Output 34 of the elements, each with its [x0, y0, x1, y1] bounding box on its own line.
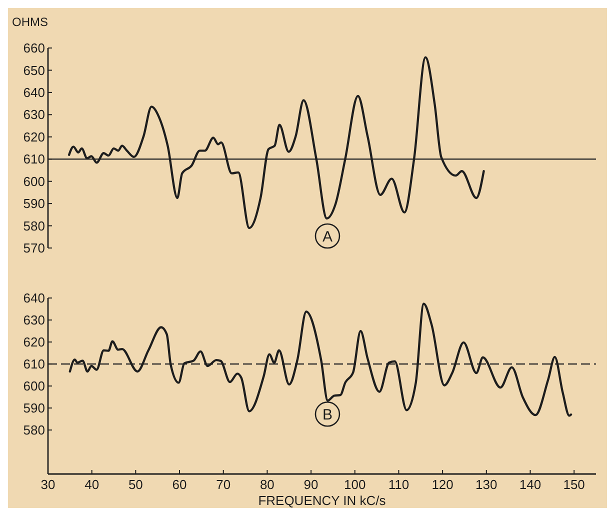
x-tick-label: 60	[172, 477, 187, 492]
annotation: A	[322, 228, 332, 246]
x-tick-label: 100	[344, 477, 366, 492]
x-tick-label: 80	[260, 477, 274, 492]
y-tick-label: 610	[23, 152, 45, 167]
y-tick-label: 640	[23, 290, 45, 306]
x-tick-label: 130	[476, 477, 498, 492]
y-tick-label: 620	[23, 334, 45, 350]
x-tick-label: 50	[128, 477, 143, 492]
y-tick-label: 580	[23, 218, 45, 234]
x-tick-label: 90	[304, 477, 318, 492]
y-tick-label: 600	[23, 378, 45, 394]
y-tick-label: 590	[23, 196, 45, 212]
x-tick-label: 150	[563, 477, 585, 492]
y-tick-label: 570	[23, 240, 45, 256]
y-tick-label: 660	[23, 40, 45, 56]
x-tick-label: 70	[216, 477, 231, 492]
y-tick-label: 600	[23, 174, 45, 189]
y-tick-label: 620	[23, 129, 45, 144]
x-tick-label: 140	[519, 477, 542, 492]
y-tick-label: 630	[23, 312, 45, 328]
y-axis-title: OHMS	[12, 15, 48, 29]
x-tick-label: 110	[388, 477, 410, 492]
y-tick-label: 640	[23, 84, 45, 100]
y-tick-label: 650	[23, 62, 45, 78]
x-tick-label: 120	[432, 477, 454, 492]
x-axis-title: FREQUENCY IN kC/s	[258, 493, 386, 508]
y-tick-label: 630	[23, 107, 45, 122]
annotation: B	[322, 406, 332, 424]
x-tick-label: 30	[40, 477, 56, 492]
y-tick-label: 590	[23, 400, 45, 416]
y-tick-label: 610	[23, 356, 45, 372]
y-tick-label: 580	[23, 422, 45, 438]
x-tick-label: 40	[84, 477, 100, 492]
